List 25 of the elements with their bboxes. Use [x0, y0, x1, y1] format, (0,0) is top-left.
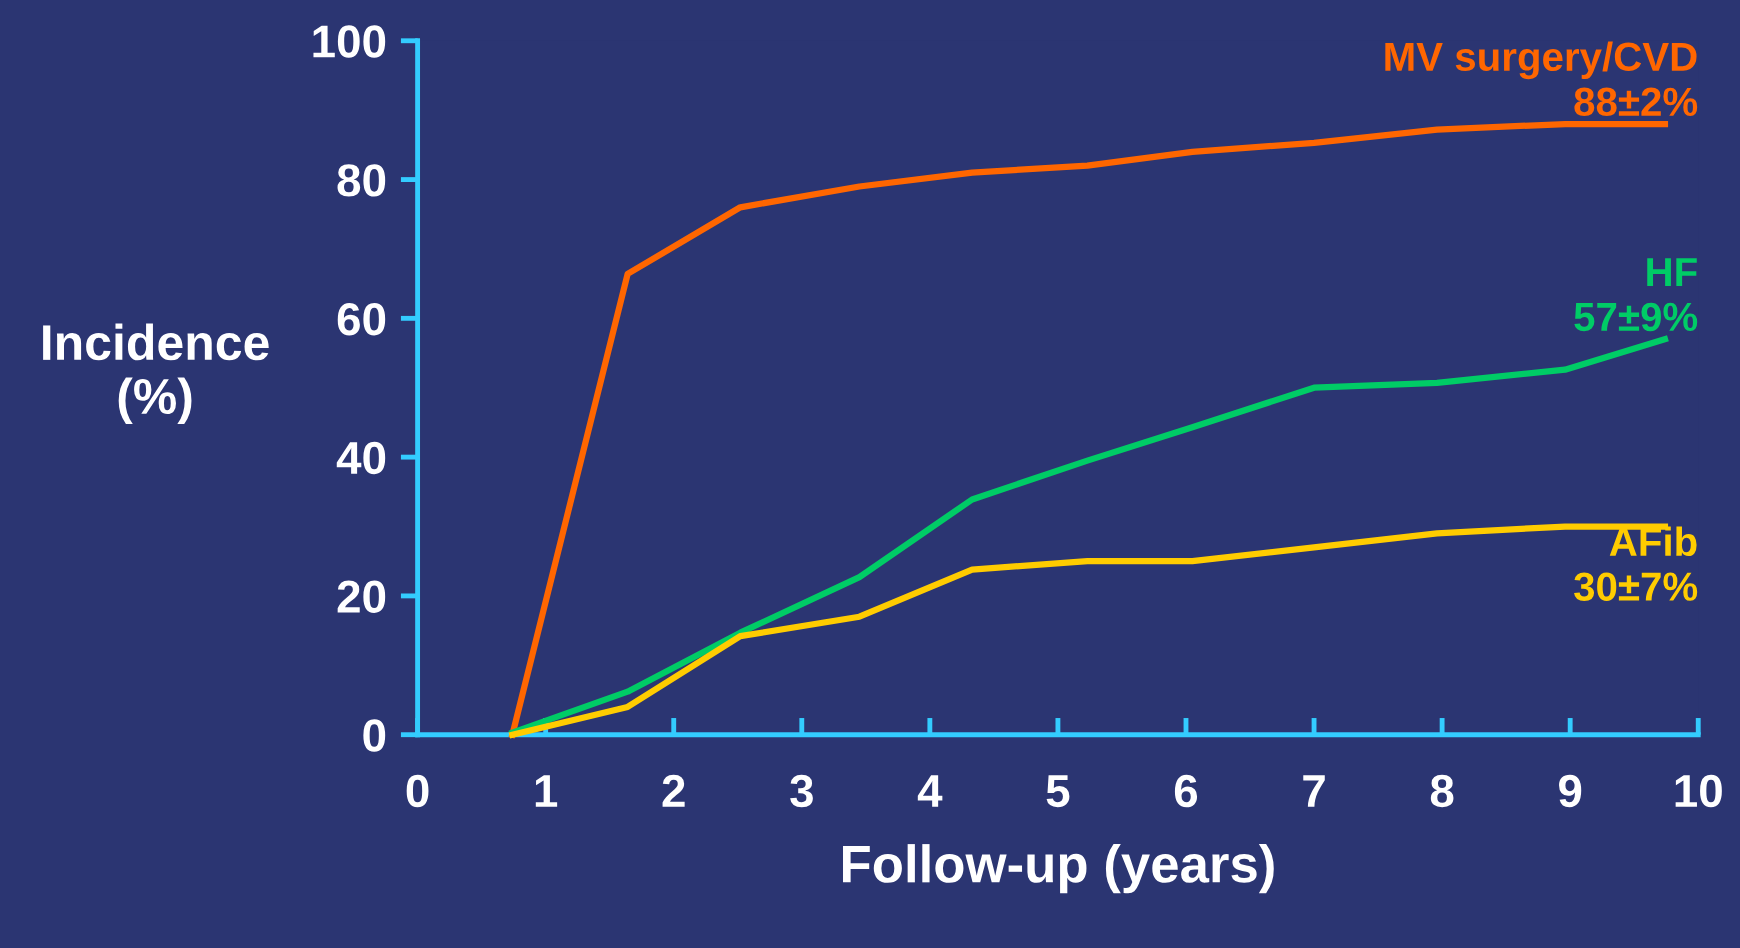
x-tick-label: 8 — [1430, 774, 1454, 808]
x-tick-label: 10 — [1675, 774, 1722, 808]
x-axis-title: Follow-up (years) — [843, 844, 1274, 894]
x-tick-label: 4 — [917, 775, 943, 807]
y-tick-label: 40 — [336, 441, 386, 475]
y-tick-label: 100 — [313, 25, 386, 58]
x-tick-label: 6 — [1174, 774, 1198, 808]
annotation: 88±2% — [1574, 87, 1698, 117]
x-tick-label: 2 — [662, 774, 685, 807]
series-label: AFib — [1609, 526, 1697, 557]
y-tick-label: 0 — [363, 719, 386, 752]
y-tick-label: 60 — [337, 302, 386, 336]
x-tick-label: 7 — [1303, 775, 1325, 807]
x-tick-label: 1 — [535, 775, 558, 807]
x-tick-label: 5 — [1046, 775, 1070, 808]
series-label: HF — [1647, 258, 1697, 286]
x-tick-label: 3 — [790, 774, 813, 808]
annotation: 57±9% — [1574, 302, 1698, 332]
y-axis-title: Incidence (%) — [43, 323, 269, 425]
x-tick-label: 0 — [406, 774, 429, 808]
y-tick-label: 20 — [337, 580, 386, 613]
series-label: MV surgery/CVD — [1385, 41, 1697, 80]
annotation: 30±7% — [1574, 572, 1698, 601]
x-tick-label: 9 — [1559, 774, 1582, 808]
y-tick-label: 80 — [337, 164, 386, 197]
